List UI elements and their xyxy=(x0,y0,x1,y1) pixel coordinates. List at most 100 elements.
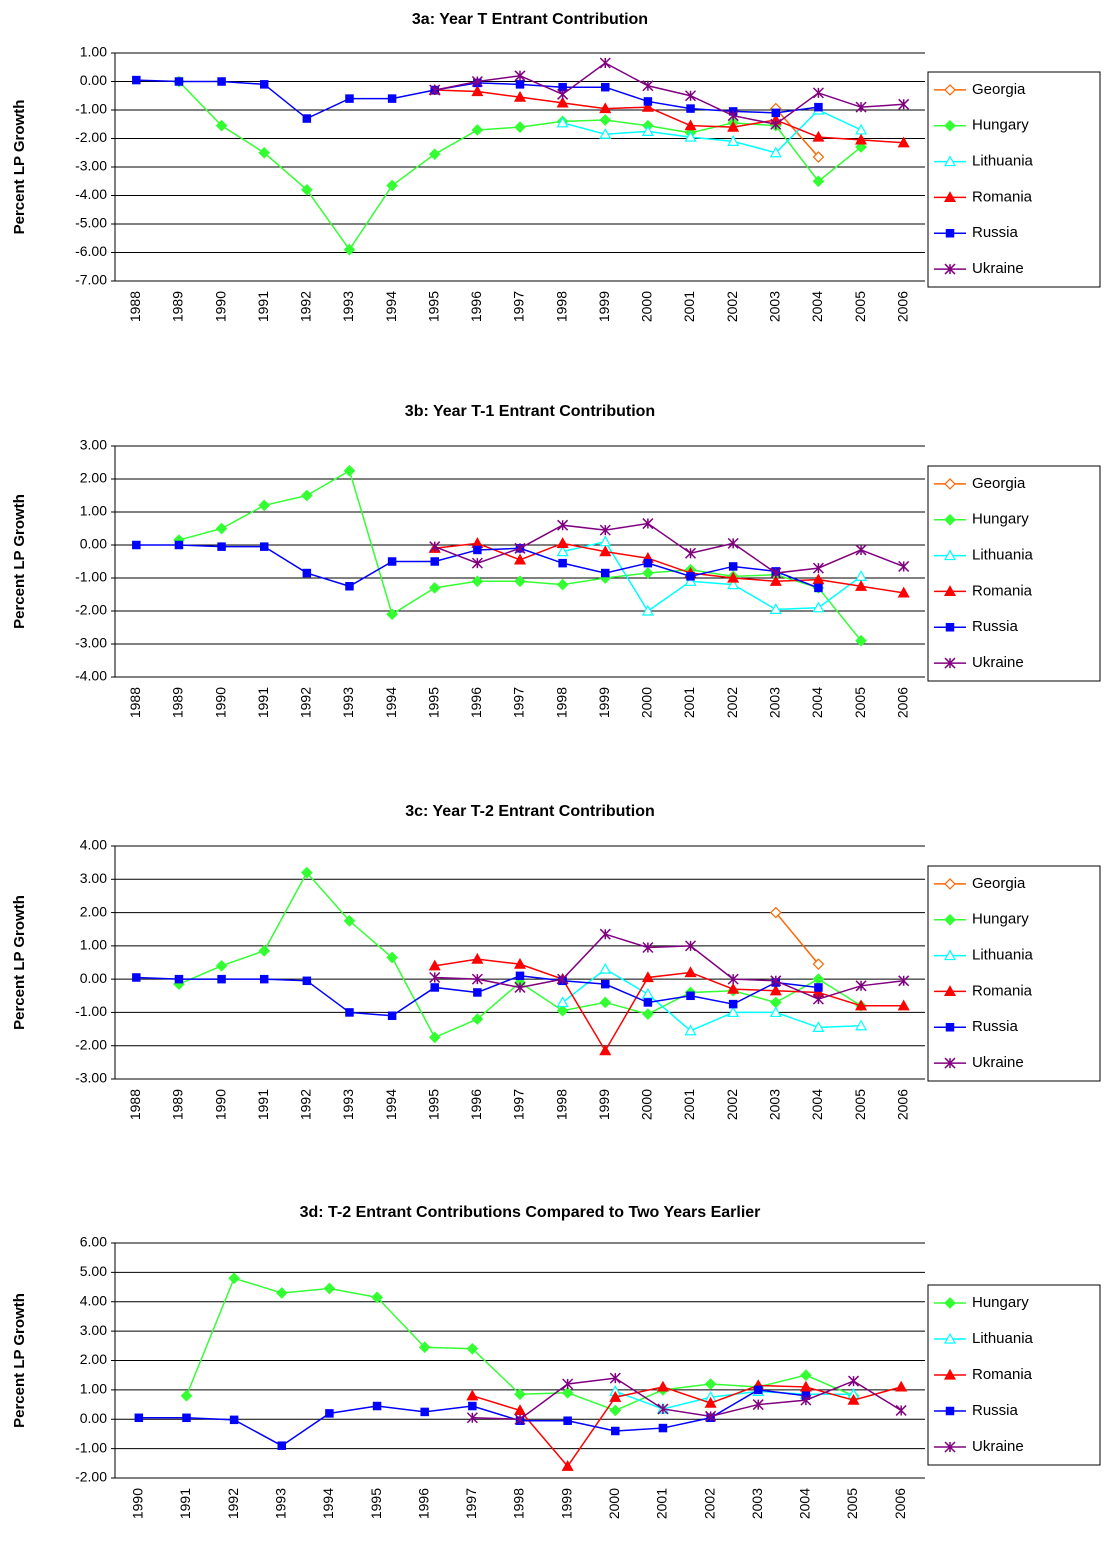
x-tick-label: 1993 xyxy=(340,687,356,718)
marker xyxy=(855,570,868,581)
legend-marker xyxy=(945,1023,955,1032)
marker xyxy=(513,553,527,565)
marker xyxy=(386,951,398,964)
marker xyxy=(217,974,226,984)
x-tick-label: 1999 xyxy=(596,291,612,322)
x-tick-label: 1997 xyxy=(511,687,527,718)
legend-label: Hungary xyxy=(972,117,1029,134)
y-axis-label: Percent LP Growth xyxy=(11,895,28,1030)
marker xyxy=(599,996,612,1009)
y-tick-label: -3.00 xyxy=(75,158,107,174)
x-tick-label: 1998 xyxy=(553,291,569,322)
marker xyxy=(428,959,441,971)
marker xyxy=(855,544,867,556)
marker xyxy=(727,135,740,146)
y-tick-label: -3.00 xyxy=(75,1070,107,1086)
marker xyxy=(684,940,697,952)
marker xyxy=(643,998,653,1007)
y-tick-label: 2.00 xyxy=(80,903,107,919)
legend-marker xyxy=(944,84,956,96)
marker xyxy=(727,120,740,132)
x-tick-label: 2003 xyxy=(749,1488,765,1519)
marker xyxy=(215,522,228,535)
marker xyxy=(134,1413,144,1423)
legend-marker xyxy=(945,229,955,238)
legend-label: Hungary xyxy=(972,911,1029,928)
marker xyxy=(514,1413,526,1425)
x-tick-label: 1991 xyxy=(255,1089,271,1120)
chart-panel: 3c: Year T-2 Entrant Contribution Percent… xyxy=(11,803,1101,1120)
marker xyxy=(609,1372,621,1384)
marker xyxy=(557,519,569,531)
marker xyxy=(471,557,483,569)
marker xyxy=(215,119,228,132)
marker xyxy=(473,988,482,997)
marker xyxy=(386,608,398,621)
marker xyxy=(229,1415,239,1425)
marker xyxy=(418,1341,431,1354)
marker xyxy=(556,578,569,591)
x-tick-label: 2002 xyxy=(724,1089,740,1120)
chart-panel: 3b: Year T-1 Entrant Contribution Percent… xyxy=(11,403,1101,718)
marker xyxy=(769,1006,782,1018)
marker xyxy=(855,133,868,145)
marker xyxy=(258,499,271,512)
marker xyxy=(642,1008,654,1020)
x-tick-label: 2003 xyxy=(766,291,782,322)
legend-label: Georgia xyxy=(972,875,1026,892)
marker xyxy=(855,1019,868,1031)
y-tick-label: -2.00 xyxy=(75,1469,107,1485)
legend-label: Ukraine xyxy=(972,1054,1024,1071)
marker xyxy=(514,981,526,993)
y-tick-label: 1.00 xyxy=(80,937,107,953)
legend-marker xyxy=(944,263,956,275)
marker xyxy=(727,571,740,583)
marker xyxy=(420,1407,429,1417)
marker xyxy=(513,90,527,102)
marker xyxy=(302,568,312,578)
marker xyxy=(812,175,825,188)
marker xyxy=(132,540,141,550)
legend-label: Lithuania xyxy=(972,547,1034,564)
y-tick-label: -3.00 xyxy=(75,635,107,651)
marker xyxy=(215,959,228,972)
chart-title: 3c: Year T-2 Entrant Contribution xyxy=(405,803,655,820)
marker xyxy=(812,130,825,142)
legend-label: Romania xyxy=(972,188,1033,205)
marker xyxy=(515,80,525,89)
marker xyxy=(641,971,654,983)
marker xyxy=(601,979,610,989)
x-tick-label: 2001 xyxy=(681,1089,697,1120)
x-tick-label: 2006 xyxy=(892,1488,908,1519)
marker xyxy=(514,1388,526,1401)
legend-label: Georgia xyxy=(972,81,1026,98)
marker xyxy=(704,1378,717,1390)
x-tick-label: 1989 xyxy=(170,1089,186,1120)
x-tick-label: 1996 xyxy=(468,1089,484,1120)
marker xyxy=(752,1399,764,1411)
marker xyxy=(174,77,184,86)
marker xyxy=(387,557,397,566)
x-tick-label: 1999 xyxy=(596,687,612,718)
marker xyxy=(855,101,867,113)
marker xyxy=(684,119,697,131)
marker xyxy=(471,85,484,97)
marker xyxy=(277,1441,287,1450)
marker xyxy=(897,999,910,1011)
marker xyxy=(556,1004,569,1017)
marker xyxy=(557,88,569,100)
legend-marker xyxy=(945,623,955,632)
marker xyxy=(727,982,740,994)
legend-marker xyxy=(944,1057,956,1069)
legend-marker xyxy=(944,878,956,890)
chart-title: 3a: Year T Entrant Contribution xyxy=(412,11,648,28)
legend-marker xyxy=(944,913,956,926)
chart-panel: 3a: Year T Entrant Contribution Percent L… xyxy=(11,11,1101,322)
x-tick-label: 1990 xyxy=(212,687,228,718)
y-tick-label: 1.00 xyxy=(80,1381,107,1397)
x-tick-label: 1990 xyxy=(130,1488,146,1519)
x-tick-label: 1992 xyxy=(225,1488,241,1519)
marker xyxy=(812,1021,825,1033)
x-tick-label: 1991 xyxy=(177,1488,193,1519)
y-tick-label: 0.00 xyxy=(80,1410,107,1426)
